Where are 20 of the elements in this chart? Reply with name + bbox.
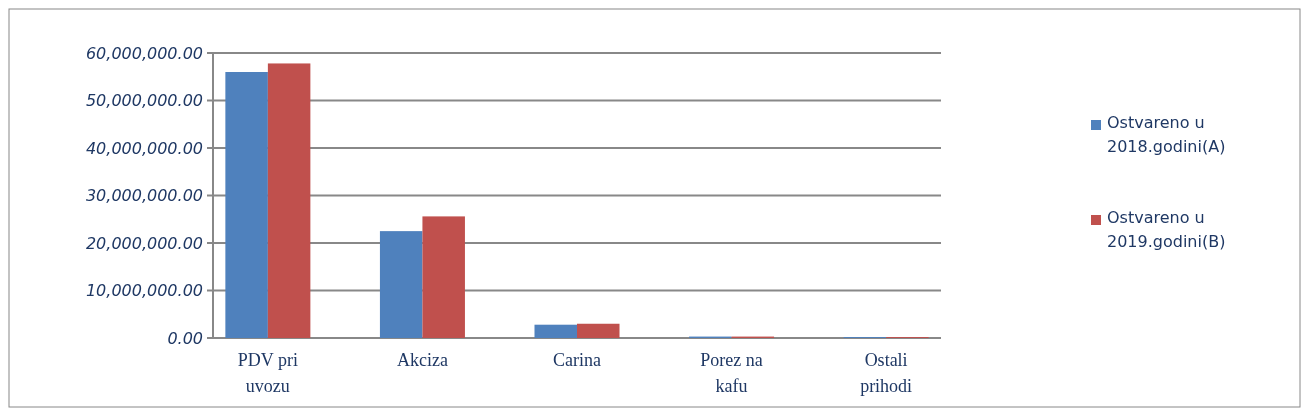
x-tick-label: PDV pri uvozu (237, 350, 298, 396)
y-tick-label: 20,000,000.00 (85, 233, 203, 253)
y-tick-label: 40,000,000.00 (85, 138, 203, 158)
x-tick-label: Carina (553, 350, 601, 370)
legend-label: Ostvareno u 2019.godini(B) (1107, 208, 1226, 251)
bar (577, 323, 620, 338)
x-tick-label: Porez na kafu (700, 350, 763, 396)
bar (534, 324, 577, 338)
bar (379, 231, 423, 338)
bar (225, 72, 268, 338)
y-tick-label: 60,000,000.00 (85, 43, 203, 63)
y-tick-label: 10,000,000.00 (85, 281, 203, 301)
y-tick-label: 0.00 (167, 328, 203, 348)
x-tick-label: Akciza (396, 350, 448, 370)
y-tick-label: 50,000,000.00 (85, 91, 203, 111)
x-tick-label: Ostali prihodi (860, 350, 913, 396)
y-tick-label: 30,000,000.00 (85, 186, 203, 206)
bar (422, 216, 465, 338)
bar (267, 63, 311, 338)
legend-label: Ostvareno u 2018.godini(A) (1107, 113, 1226, 156)
